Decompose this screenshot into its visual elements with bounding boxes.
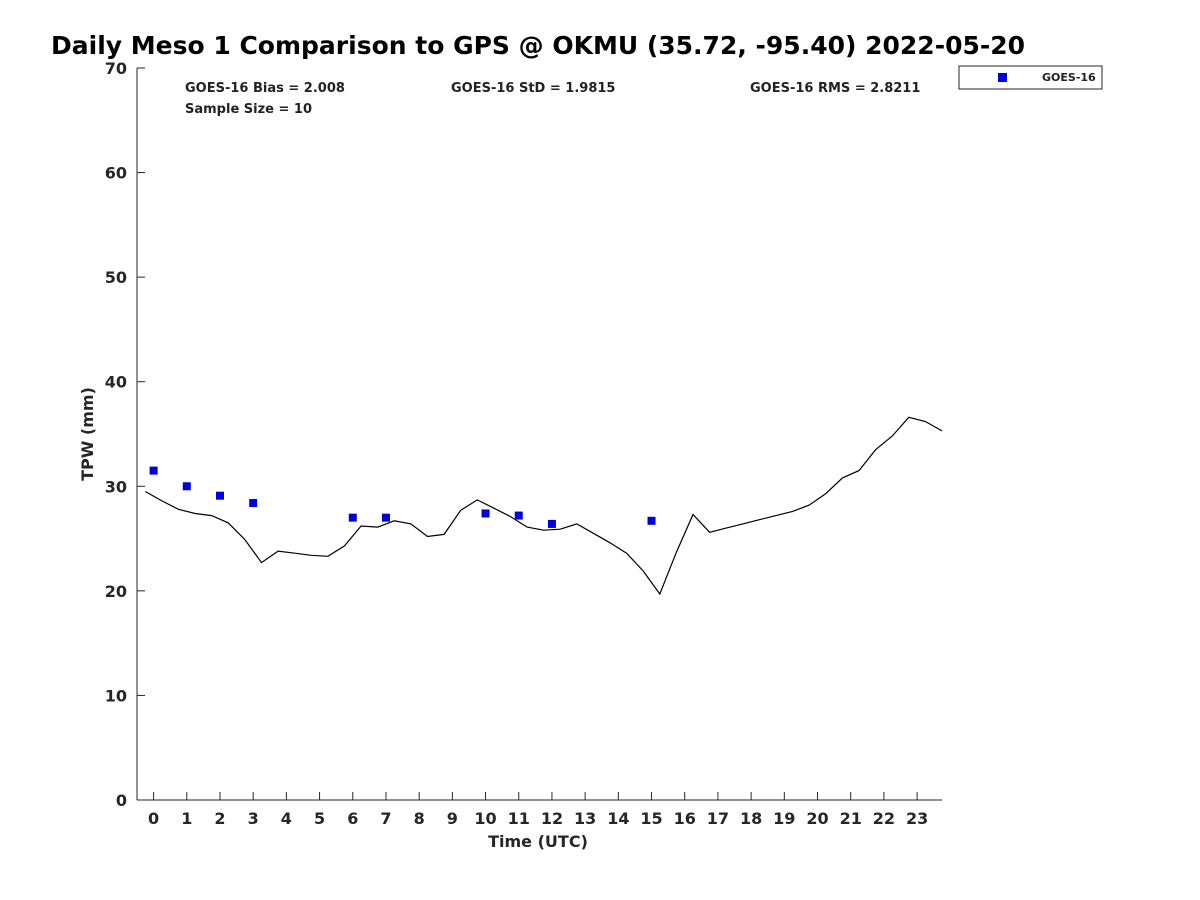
y-tick-label: 50 (105, 268, 127, 287)
x-tick-label: 23 (906, 809, 928, 828)
x-tick-label: 13 (574, 809, 596, 828)
x-tick-label: 10 (474, 809, 496, 828)
gps-line (145, 416, 943, 596)
goes16-point (547, 519, 556, 528)
x-tick-label: 3 (248, 809, 259, 828)
y-tick-label: 0 (116, 791, 127, 810)
goes16-point (381, 513, 390, 522)
x-tick-label: 17 (707, 809, 729, 828)
x-tick-label: 19 (773, 809, 795, 828)
x-tick-label: 22 (873, 809, 895, 828)
legend: GOES-16 (958, 65, 1103, 90)
gps-series (145, 416, 943, 596)
x-tick-label: 2 (214, 809, 225, 828)
legend-box (958, 65, 1103, 90)
y-axis-ticks: 0 10 20 30 40 50 60 70 (105, 59, 145, 810)
goes16-point (514, 511, 523, 520)
x-tick-label: 0 (148, 809, 159, 828)
x-tick-label: 15 (640, 809, 662, 828)
x-tick-label: 5 (314, 809, 325, 828)
legend-marker-goes16 (998, 73, 1007, 82)
legend-label-goes16: GOES-16 (1042, 71, 1096, 84)
x-tick-label: 4 (281, 809, 292, 828)
x-tick-label: 21 (840, 809, 862, 828)
x-axis-ticks: 0 1 2 3 4 5 6 7 8 9 10 11 12 13 14 15 16 17 18 19 20 21 22 23 (148, 792, 928, 828)
sample-size-annotation: Sample Size = 10 (185, 102, 312, 117)
x-tick-label: 12 (541, 809, 563, 828)
goes16-series (149, 466, 656, 528)
goes16-point (149, 466, 158, 475)
x-tick-label: 9 (447, 809, 458, 828)
x-tick-label: 11 (508, 809, 530, 828)
y-tick-label: 70 (105, 59, 127, 78)
y-axis-label: TPW (mm) (78, 387, 97, 481)
y-tick-label: 10 (105, 686, 127, 705)
x-tick-label: 16 (674, 809, 696, 828)
goes16-point (481, 509, 490, 518)
x-axis-label: Time (UTC) (488, 832, 588, 851)
x-tick-label: 6 (347, 809, 358, 828)
goes16-point (215, 491, 224, 500)
x-tick-label: 7 (380, 809, 391, 828)
y-tick-label: 30 (105, 477, 127, 496)
goes16-point (348, 513, 357, 522)
x-tick-label: 14 (607, 809, 629, 828)
chart-title: Daily Meso 1 Comparison to GPS @ OKMU (3… (51, 31, 1025, 60)
std-annotation: GOES-16 StD = 1.9815 (451, 81, 615, 96)
y-tick-label: 40 (105, 373, 127, 392)
goes16-point (182, 482, 191, 491)
x-tick-label: 20 (806, 809, 828, 828)
x-tick-label: 1 (181, 809, 192, 828)
y-tick-label: 60 (105, 164, 127, 183)
goes16-point (647, 516, 656, 525)
x-tick-label: 18 (740, 809, 762, 828)
goes16-point (249, 499, 258, 508)
y-tick-label: 20 (105, 582, 127, 601)
x-tick-label: 8 (414, 809, 425, 828)
rms-annotation: GOES-16 RMS = 2.8211 (750, 81, 920, 96)
bias-annotation: GOES-16 Bias = 2.008 (185, 81, 345, 96)
